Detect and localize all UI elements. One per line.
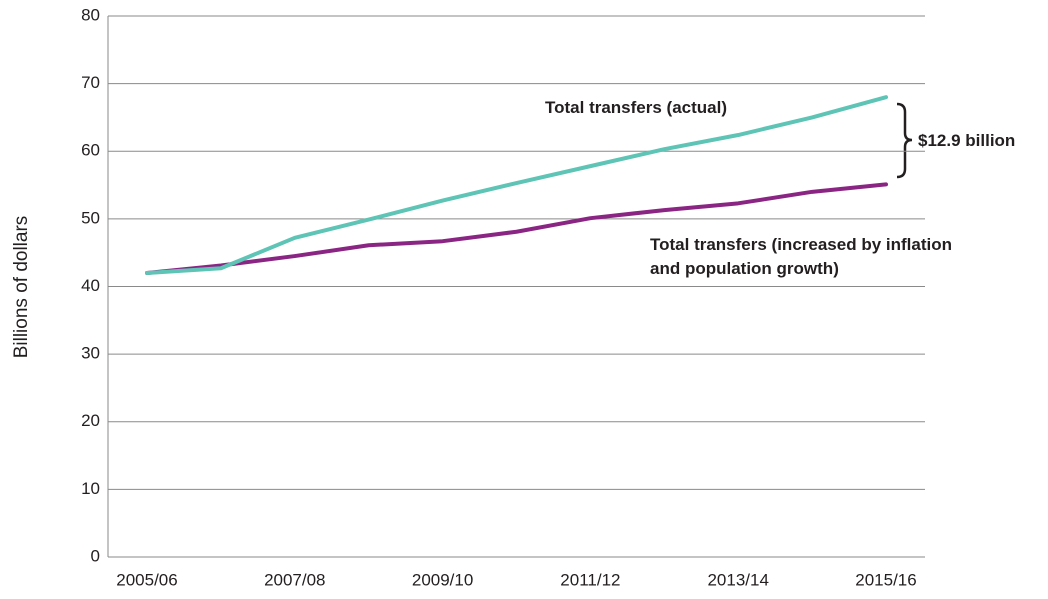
series-line <box>145 95 888 275</box>
series-label: Total transfers (increased by inflation … <box>650 235 952 278</box>
x-tick-label: 2009/10 <box>412 570 473 589</box>
y-axis-label: Billions of dollars <box>11 216 32 359</box>
y-tick-label: 20 <box>81 411 100 430</box>
y-tick-label: 0 <box>91 546 100 565</box>
y-tick-label: 50 <box>81 208 100 227</box>
y-tick-label: 80 <box>81 5 100 24</box>
x-tick-label: 2005/06 <box>116 570 177 589</box>
y-tick-label: 60 <box>81 141 100 160</box>
x-tick-label: 2013/14 <box>707 570 768 589</box>
brace <box>896 102 913 179</box>
y-tick-label: 70 <box>81 73 100 92</box>
y-tick-label: 40 <box>81 276 100 295</box>
x-tick-label: 2007/08 <box>264 570 325 589</box>
series-line <box>145 182 888 275</box>
y-tick-label: 30 <box>81 344 100 363</box>
x-tick-label: 2011/12 <box>560 570 620 589</box>
series-label: Total transfers (actual) <box>545 98 728 117</box>
x-tick-label: 2015/16 <box>855 570 916 589</box>
y-tick-label: 10 <box>81 479 100 498</box>
annotation: $12.9 billion <box>918 131 1016 150</box>
